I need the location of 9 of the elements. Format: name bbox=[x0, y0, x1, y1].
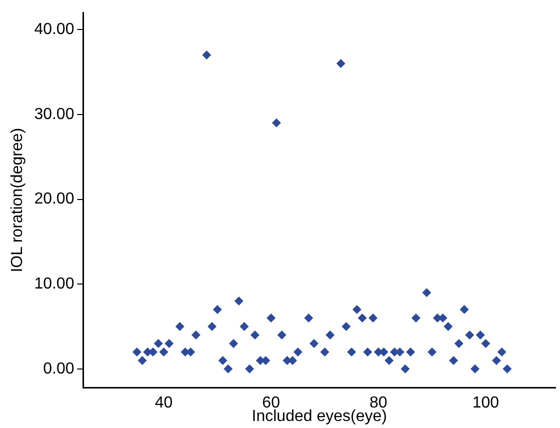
y-tick-label: 40.00 bbox=[34, 20, 74, 38]
x-axis-title: Included eyes(eye) bbox=[252, 408, 387, 425]
y-axis-title: IOL roration(degree) bbox=[9, 128, 26, 272]
y-tick-label: 0.00 bbox=[43, 360, 74, 378]
x-tick-label: 40 bbox=[154, 394, 173, 412]
y-tick-label: 20.00 bbox=[34, 190, 74, 208]
x-tick-label: 100 bbox=[472, 394, 500, 412]
y-tick-label: 30.00 bbox=[34, 106, 74, 123]
y-tick-label: 10.00 bbox=[34, 276, 74, 292]
